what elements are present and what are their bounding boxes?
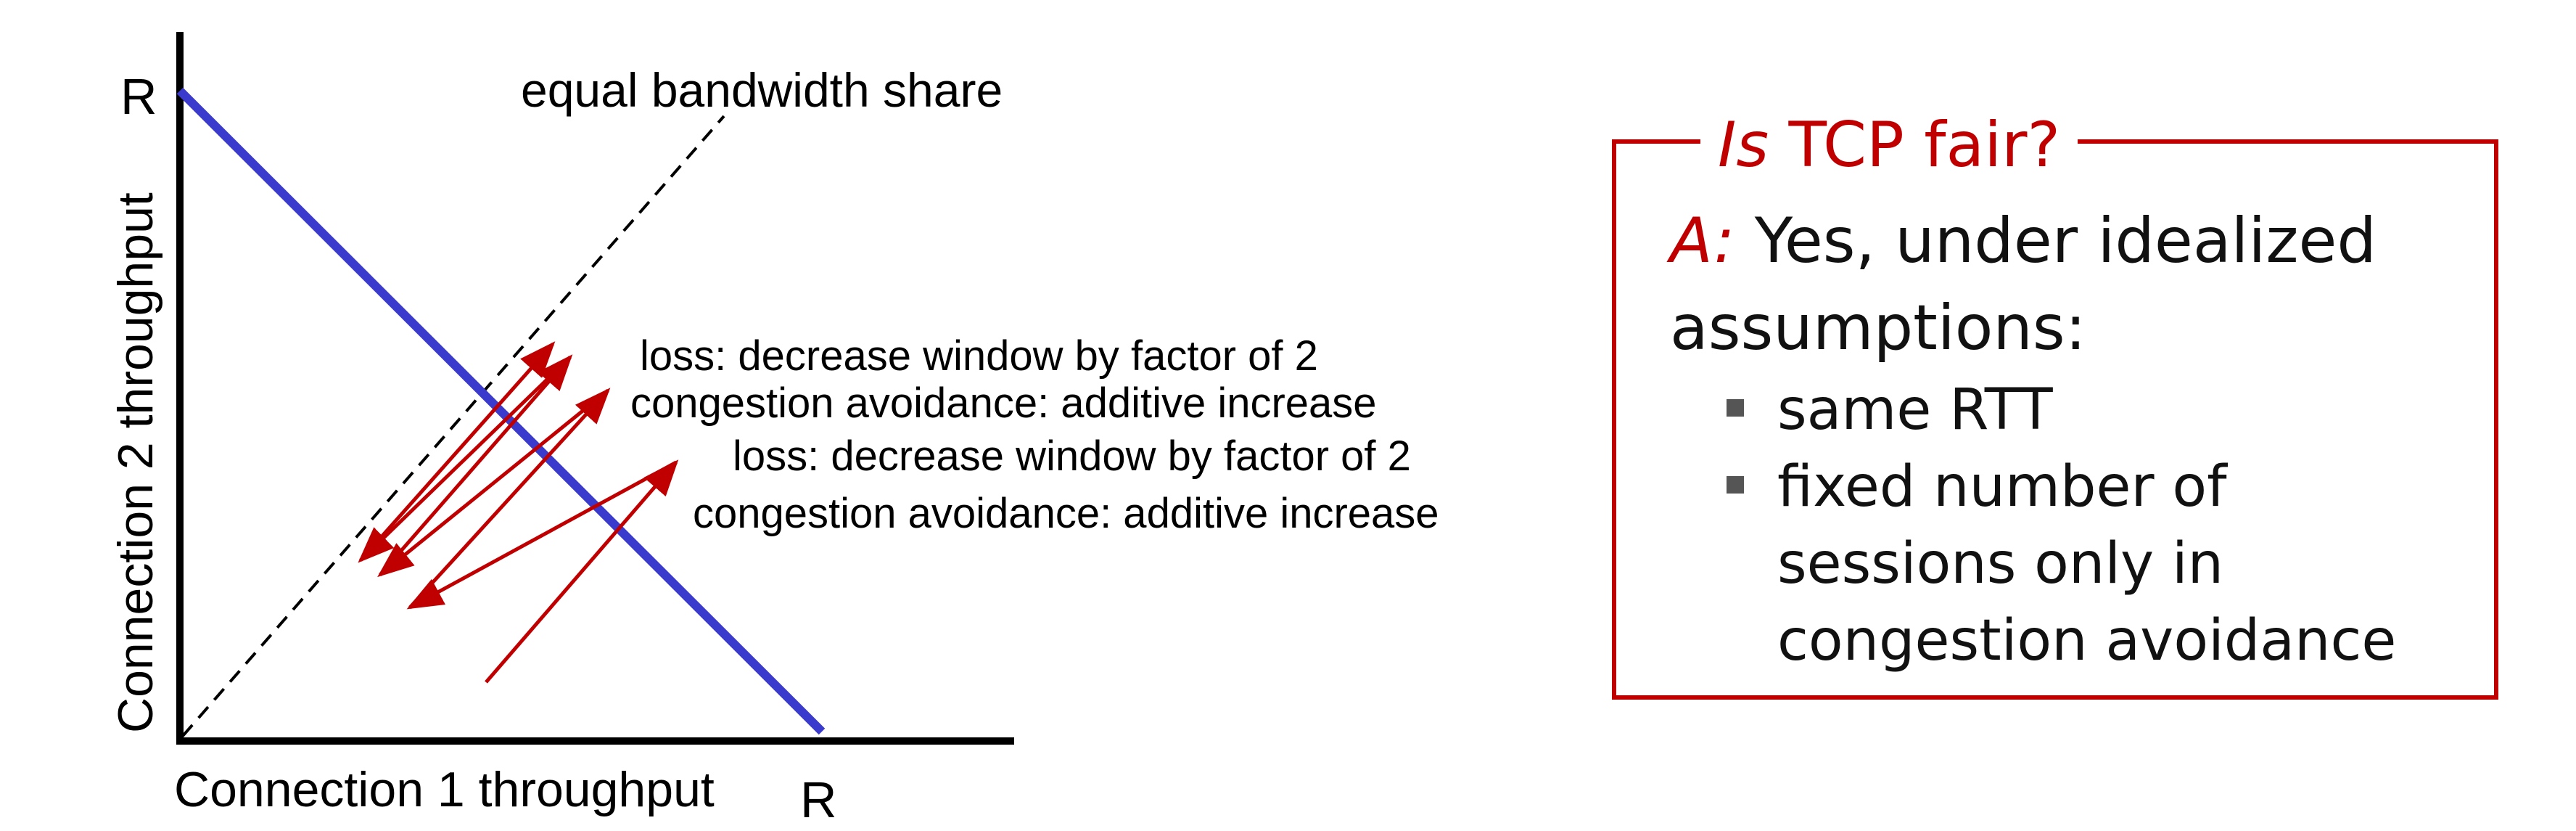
- callout-body: A: Yes, under idealized assumptions: sam…: [1670, 197, 2482, 679]
- trajectory-arrow: [379, 354, 573, 576]
- equal-share-label: equal bandwidth share: [521, 63, 1003, 117]
- answer-label: A:: [1670, 205, 1735, 277]
- trajectory: [358, 341, 679, 684]
- bullet-square-icon: [1727, 475, 1744, 494]
- annotation-avoidance-1: congestion avoidance: additive increase: [630, 380, 1377, 427]
- trajectory-arrow: [358, 356, 572, 563]
- callout-title: Is TCP fair?: [1700, 109, 2078, 181]
- y-axis-label: Connection 2 throughput: [108, 192, 163, 733]
- trajectory-arrow: [408, 388, 611, 609]
- trajectory-arrow: [377, 389, 609, 578]
- y-max-label: R: [120, 68, 157, 125]
- x-axis-label: Connection 1 throughput: [174, 762, 715, 817]
- callout-title-italic: Is: [1718, 109, 1769, 181]
- trajectory-arrow: [485, 459, 679, 684]
- assumption-item: same RTT: [1727, 372, 2482, 449]
- tcp-fairness-diagram: R R Connection 1 throughput Connection 2…: [108, 32, 1439, 828]
- annotation-loss-1: loss: decrease window by factor of 2: [640, 332, 1318, 380]
- bullet-square-icon: [1727, 398, 1744, 417]
- callout-title-text: TCP fair?: [1769, 109, 2061, 181]
- trajectory-arrow: [359, 341, 556, 562]
- annotation-avoidance-2: congestion avoidance: additive increase: [693, 490, 1439, 537]
- assumption-text: fixed number of sessions only in congest…: [1777, 454, 2397, 674]
- annotation-loss-2: loss: decrease window by factor of 2: [733, 433, 1411, 480]
- capacity-line: [176, 87, 826, 735]
- answer-statement: Yes, under idealized assumptions:: [1670, 205, 2377, 364]
- trajectory-arrow: [406, 460, 678, 610]
- assumption-item: fixed number of sessions only in congest…: [1727, 449, 2482, 679]
- assumption-list: same RTT fixed number of sessions only i…: [1670, 372, 2482, 679]
- assumption-text: same RTT: [1777, 377, 2053, 443]
- equal-share-line: [181, 115, 725, 737]
- answer-text: A: Yes, under idealized assumptions:: [1670, 197, 2482, 372]
- x-max-label: R: [800, 771, 837, 828]
